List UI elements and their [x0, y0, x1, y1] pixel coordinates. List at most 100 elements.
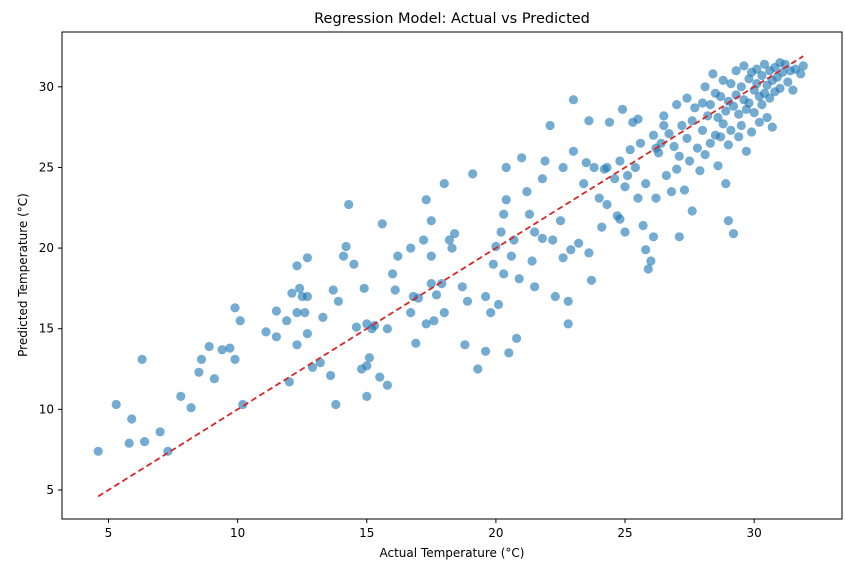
data-point-84: [468, 169, 478, 179]
data-point-91: [493, 299, 504, 310]
data-point-194: [721, 179, 731, 189]
data-point-137: [615, 156, 625, 166]
data-point-155: [651, 193, 661, 203]
data-point-43: [341, 241, 351, 252]
data-point-160: [661, 170, 672, 181]
data-point-140: [620, 182, 630, 192]
data-point-3: [127, 414, 137, 424]
data-point-100: [511, 333, 522, 343]
data-point-90: [491, 241, 501, 252]
data-point-134: [604, 117, 615, 127]
data-point-34: [302, 329, 312, 339]
data-point-116: [558, 162, 568, 173]
data-point-93: [499, 209, 509, 219]
data-point-115: [558, 253, 568, 263]
data-point-55: [375, 372, 385, 382]
data-point-78: [444, 235, 454, 245]
data-point-179: [697, 125, 708, 135]
x-tick-label-10: 10: [230, 526, 245, 540]
data-point-58: [382, 324, 392, 334]
data-point-151: [643, 264, 653, 274]
data-point-181: [700, 82, 710, 92]
data-point-218: [752, 64, 762, 74]
data-point-135: [610, 174, 620, 184]
data-point-216: [749, 108, 759, 118]
data-point-88: [486, 308, 496, 318]
data-point-223: [757, 100, 767, 110]
data-point-63: [406, 308, 416, 318]
y-tick-label-10: 10: [39, 402, 54, 416]
data-point-67: [419, 235, 429, 245]
data-point-165: [672, 164, 682, 174]
data-point-72: [426, 279, 436, 289]
data-point-79: [447, 243, 457, 253]
data-point-24: [284, 377, 294, 387]
data-point-169: [679, 185, 690, 195]
data-point-105: [527, 256, 537, 266]
data-point-98: [506, 251, 516, 261]
data-point-173: [687, 206, 697, 216]
data-point-10: [194, 367, 204, 377]
data-point-209: [739, 61, 749, 71]
data-point-120: [568, 146, 579, 156]
data-point-118: [563, 319, 573, 329]
data-point-243: [796, 69, 806, 79]
data-point-204: [734, 132, 744, 142]
data-point-178: [697, 98, 708, 108]
data-point-166: [674, 151, 684, 161]
data-point-108: [537, 233, 548, 243]
data-point-36: [315, 358, 325, 368]
data-point-44: [344, 199, 354, 210]
data-point-141: [623, 170, 633, 181]
data-point-222: [757, 70, 767, 81]
data-point-97: [504, 348, 514, 358]
data-point-0: [93, 446, 103, 456]
data-point-75: [437, 279, 447, 289]
data-point-198: [726, 79, 736, 89]
data-point-65: [411, 338, 421, 348]
data-point-106: [530, 227, 540, 237]
data-point-92: [496, 227, 506, 237]
data-point-11: [196, 354, 207, 364]
data-point-32: [302, 253, 312, 263]
data-point-4: [137, 354, 147, 364]
data-point-184: [705, 100, 715, 110]
data-point-25: [287, 288, 297, 298]
data-point-159: [659, 111, 669, 121]
data-point-12: [204, 341, 214, 352]
data-point-130: [597, 222, 607, 232]
x-tick-label-25: 25: [617, 526, 632, 540]
data-point-168: [677, 120, 687, 131]
data-point-245: [723, 216, 734, 226]
data-point-237: [778, 67, 788, 77]
data-point-62: [406, 243, 416, 253]
data-point-68: [421, 319, 431, 329]
data-point-94: [499, 269, 509, 279]
data-point-119: [566, 245, 576, 255]
y-tick-label-30: 30: [39, 80, 54, 94]
data-point-57: [382, 380, 392, 390]
data-point-45: [349, 259, 359, 269]
data-point-172: [685, 156, 695, 166]
data-point-80: [450, 229, 460, 239]
data-point-153: [648, 232, 659, 242]
data-point-193: [718, 75, 728, 85]
data-point-76: [439, 308, 449, 318]
data-point-21: [271, 306, 281, 316]
data-point-177: [695, 166, 705, 176]
data-point-154: [648, 130, 659, 140]
reference-line-layer: [97, 55, 804, 498]
data-point-35: [307, 362, 318, 372]
data-point-158: [659, 120, 669, 131]
data-point-60: [390, 285, 400, 295]
data-point-182: [703, 111, 713, 121]
data-point-46: [351, 322, 361, 332]
data-point-26: [292, 261, 302, 271]
data-point-33: [302, 291, 312, 302]
axis-ticks: 5 10 15 20 25 30 5 10 15 20 25 30: [39, 80, 762, 540]
data-point-180: [700, 150, 710, 160]
data-point-170: [682, 93, 692, 103]
data-point-203: [731, 66, 741, 76]
data-point-152: [646, 256, 656, 266]
